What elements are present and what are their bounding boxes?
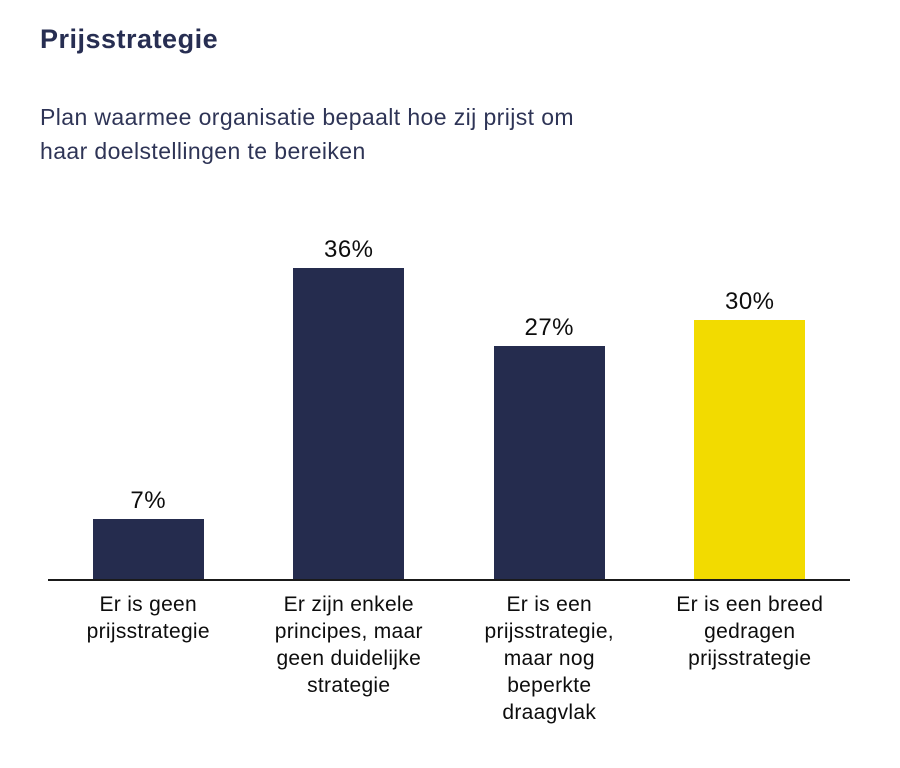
bar-value-label: 27% <box>524 314 575 341</box>
page-subtitle: Plan waarmee organisatie bepaalt hoe zij… <box>40 104 574 164</box>
page-title: Prijsstrategie <box>40 24 219 54</box>
category-label-2: Er zijn enkele principes, maar geen duid… <box>274 593 423 697</box>
bar-2 <box>293 268 405 579</box>
category-label-4: Er is een breed gedragen prijsstrategie <box>676 593 824 670</box>
plot-area: 7% 36% 27% 30% <box>48 223 850 581</box>
bar-slot-4: 30% <box>650 288 851 579</box>
bar-1 <box>92 519 204 579</box>
bar-3 <box>493 346 605 579</box>
category-label-1: Er is geen prijsstrategie <box>86 593 210 643</box>
bar-4 <box>694 320 806 579</box>
bar-slot-2: 36% <box>249 236 450 579</box>
bar-chart: 7% 36% 27% 30% Er is geen prijsstrategie Er … <box>48 223 850 726</box>
category-axis: Er is geen prijsstrategie Er zijn enkele … <box>48 581 850 726</box>
bar-value-label: 7% <box>130 487 167 514</box>
bar-value-label: 36% <box>323 236 374 263</box>
bar-value-label: 30% <box>724 288 775 315</box>
category-label-3: Er is een prijsstrategie, maar nog beper… <box>484 593 614 724</box>
bar-slot-1: 7% <box>48 487 249 579</box>
bar-slot-3: 27% <box>449 314 650 579</box>
